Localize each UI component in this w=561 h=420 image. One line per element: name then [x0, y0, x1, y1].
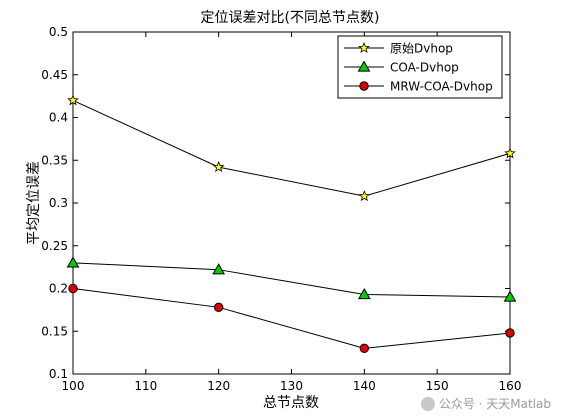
legend-marker [359, 81, 369, 91]
data-point [359, 343, 370, 354]
watermark-text: 公众号 · 天天Matlab [438, 397, 551, 411]
data-point [67, 94, 79, 106]
wechat-icon [420, 396, 435, 411]
x-tick-label: 120 [207, 379, 230, 393]
watermark: 公众号 · 天天Matlab [420, 395, 551, 412]
legend-entry: COA-Dvhop [344, 60, 459, 75]
y-tick-label: 0.5 [49, 25, 68, 39]
legend-entry: 原始Dvhop [344, 42, 453, 56]
y-tick-label: 0.35 [41, 153, 68, 167]
data-point [358, 190, 371, 202]
legend-marker [357, 60, 371, 72]
legend-label: MRW-COA-Dvhop [390, 80, 493, 94]
data-point [357, 287, 371, 300]
y-tick-label: 0.45 [41, 68, 68, 82]
series-2 [68, 283, 515, 354]
data-point [66, 256, 80, 268]
data-point [505, 328, 515, 338]
y-tick-label: 0.4 [49, 111, 68, 125]
x-axis-label: 总节点数 [263, 395, 319, 411]
series-1 [66, 256, 517, 302]
data-point [212, 161, 225, 173]
legend: 原始Dvhop COA-Dvhop MRW-COA-Dvhop [337, 35, 503, 99]
legend-marker [358, 41, 370, 53]
data-point [504, 147, 516, 159]
y-tick-label: 0.1 [49, 367, 68, 381]
series-0 [67, 94, 516, 202]
data-point [212, 263, 226, 275]
x-tick-label: 100 [62, 379, 85, 393]
chart-title: 定位误差对比(不同总节点数) [201, 10, 380, 26]
series-lines [66, 94, 517, 354]
y-tick-label: 0.15 [41, 324, 68, 338]
legend-label: 原始Dvhop [390, 42, 453, 56]
x-tick-label: 150 [426, 379, 449, 393]
x-tick-label: 160 [499, 379, 522, 393]
data-point [213, 302, 224, 313]
data-point [68, 283, 78, 294]
data-point [503, 290, 517, 302]
y-axis-label: 平均定位误差 [26, 161, 42, 245]
y-tick-label: 0.2 [49, 282, 68, 296]
y-tick-label: 0.25 [41, 239, 68, 253]
series-line [72, 262, 511, 298]
x-tick-label: 140 [353, 379, 376, 393]
axis-ticks: 100 110 120 130 140 150 160 0.1 0.15 0.2 0.25 0.3 0.… [41, 25, 521, 393]
legend-label: COA-Dvhop [390, 61, 459, 75]
series-line [72, 288, 511, 349]
legend-entry: MRW-COA-Dvhop [344, 80, 493, 94]
x-tick-label: 110 [134, 379, 157, 393]
series-line [72, 99, 511, 197]
y-tick-label: 0.3 [49, 196, 68, 210]
x-tick-label: 130 [280, 379, 303, 393]
